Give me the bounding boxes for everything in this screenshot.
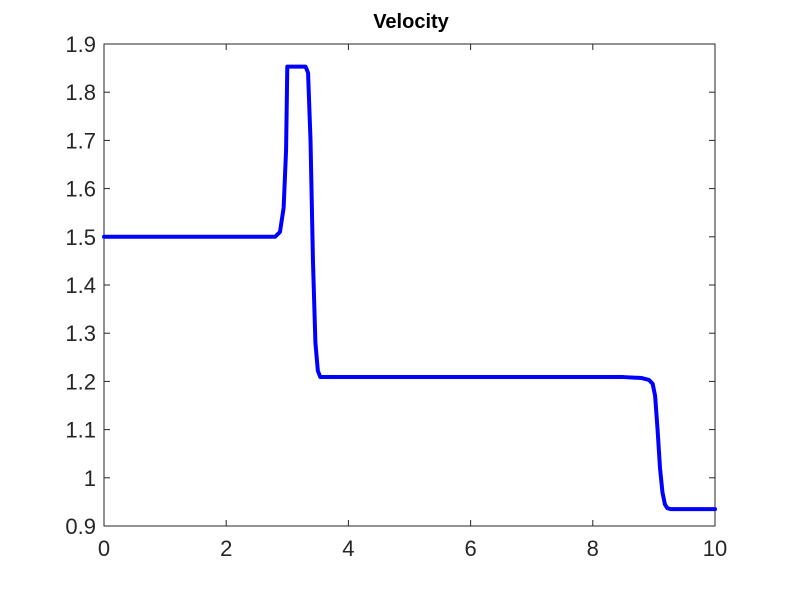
- y-tick-label: 1.5: [65, 225, 96, 250]
- y-axis: 0.9 1 1.1 1.2 1.3 1.4 1.5 1.6 1.7 1.8 1.9: [65, 32, 715, 539]
- x-axis: 0 2 4 6 8 10: [98, 44, 727, 561]
- x-tick-label: 2: [220, 536, 232, 561]
- y-tick-label: 1.8: [65, 80, 96, 105]
- y-tick-label: 1.1: [65, 418, 96, 443]
- y-tick-label: 1.7: [65, 128, 96, 153]
- y-tick-label: 1.9: [65, 32, 96, 57]
- velocity-series-line: [102, 64, 717, 512]
- y-tick-label: 1.2: [65, 369, 96, 394]
- y-tick-label: 1.4: [65, 273, 96, 298]
- x-tick-label: 4: [342, 536, 354, 561]
- y-tick-label: 1: [84, 466, 96, 491]
- x-tick-label: 6: [464, 536, 476, 561]
- x-tick-label: 10: [703, 536, 727, 561]
- y-tick-label: 1.3: [65, 321, 96, 346]
- plot-area: [103, 43, 716, 527]
- y-tick-label: 0.9: [65, 514, 96, 539]
- x-tick-label: 0: [98, 536, 110, 561]
- x-tick-label: 8: [587, 536, 599, 561]
- chart-title: Velocity: [373, 11, 449, 33]
- y-tick-label: 1.6: [65, 177, 96, 202]
